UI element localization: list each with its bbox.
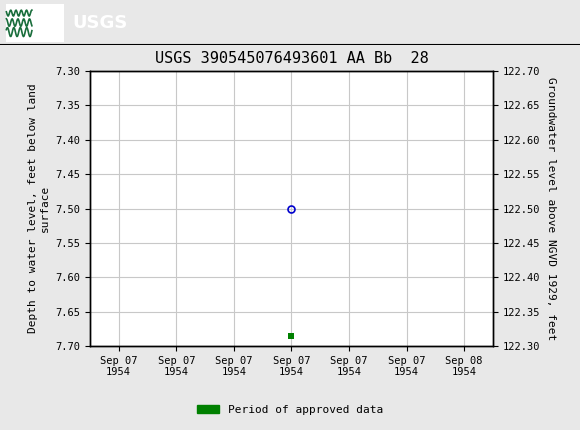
Legend: Period of approved data: Period of approved data (193, 400, 387, 419)
Text: USGS: USGS (72, 14, 128, 31)
Y-axis label: Depth to water level, feet below land
surface: Depth to water level, feet below land su… (28, 84, 50, 333)
Bar (6, 3, 64, 42)
Title: USGS 390545076493601 AA Bb  28: USGS 390545076493601 AA Bb 28 (155, 51, 428, 66)
Y-axis label: Groundwater level above NGVD 1929, feet: Groundwater level above NGVD 1929, feet (546, 77, 556, 340)
